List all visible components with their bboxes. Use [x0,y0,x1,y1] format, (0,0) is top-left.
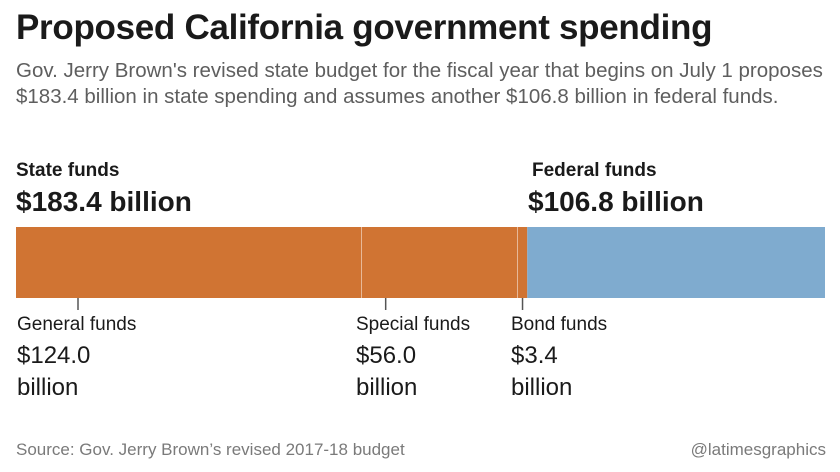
federal-funds-total: $106.8 billion [528,186,704,217]
chart-subtitle: Gov. Jerry Brown's revised state budget … [16,59,823,108]
special-funds-unit: billion [356,374,418,401]
state-funds-label: State funds [16,160,120,181]
special-funds-value: $56.0 [356,342,417,369]
source-note: Source: Gov. Jerry Brown’s revised 2017-… [16,440,405,459]
bond-funds-unit: billion [511,374,573,401]
chart-title: Proposed California government spending [16,8,713,47]
special-funds-bar [361,227,518,298]
bond-funds-label: Bond funds [511,314,608,335]
bond-funds-value: $3.4 [511,342,558,369]
bond-funds-bar [517,227,528,298]
special-funds-label: Special funds [356,314,471,335]
federal-funds-bar [527,227,825,298]
general-funds-bar [16,227,362,298]
state-funds-total: $183.4 billion [16,186,192,217]
general-funds-label: General funds [17,314,137,335]
federal-funds-label: Federal funds [532,160,657,181]
credit-note: @latimesgraphics [690,440,826,459]
general-funds-value: $124.0 [17,342,91,369]
general-funds-unit: billion [17,374,79,401]
